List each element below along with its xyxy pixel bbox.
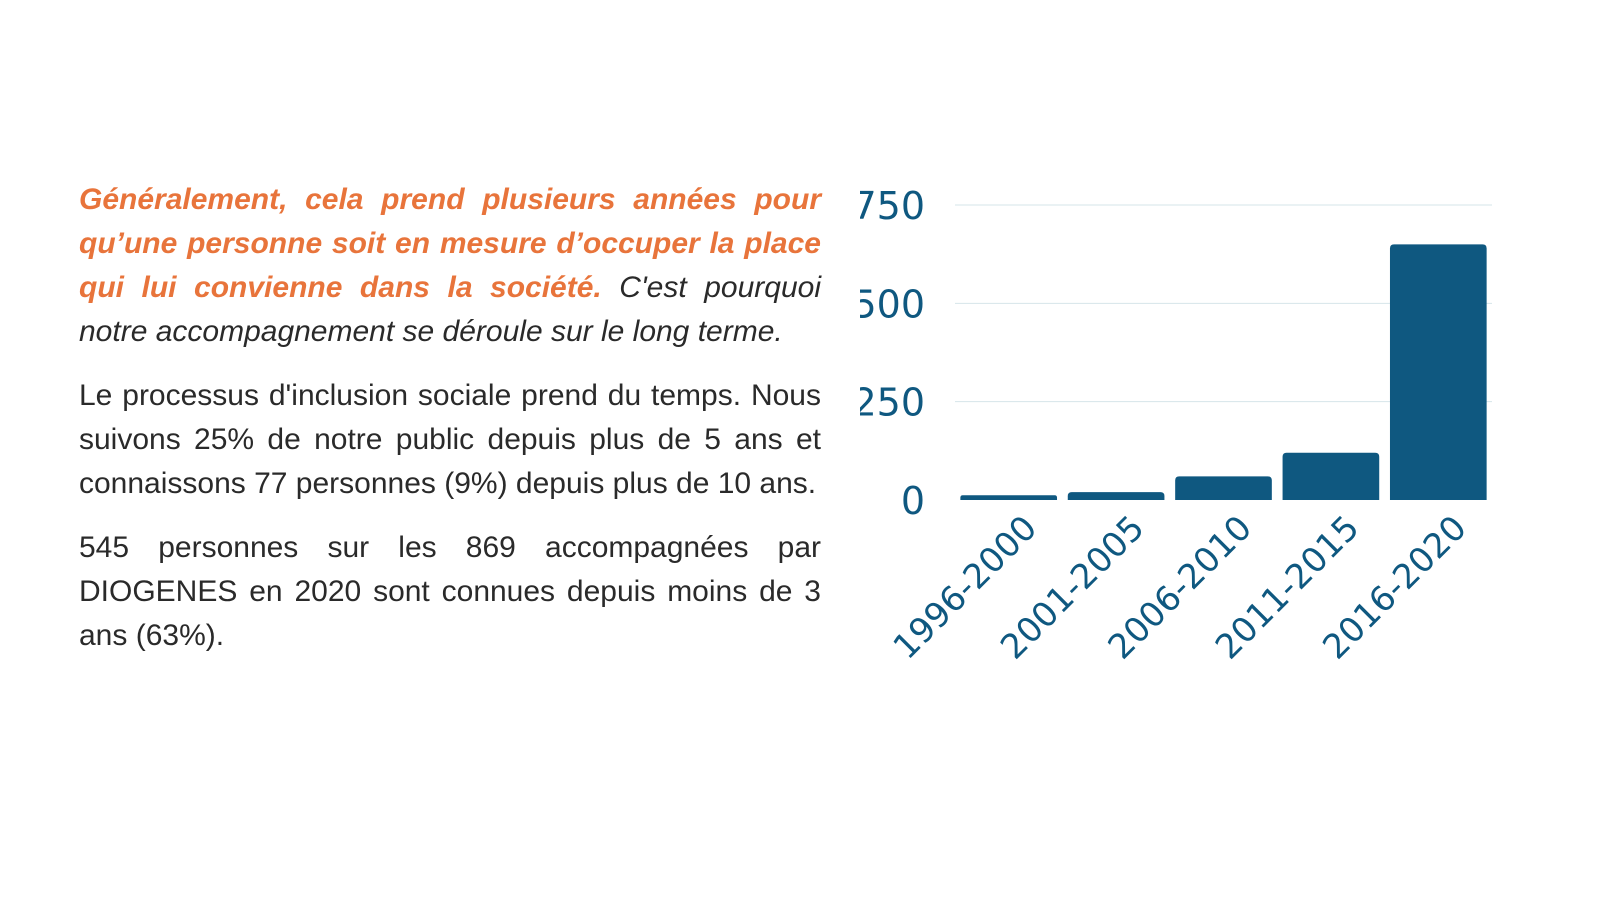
intro-continuation: C'est pourquoi notre accompagnement se d… xyxy=(79,271,821,348)
y-tick-label: 500 xyxy=(860,282,925,326)
bar xyxy=(1175,476,1272,500)
text-column: Généralement, cela prend plusieurs année… xyxy=(79,178,821,678)
y-tick-label: 750 xyxy=(860,184,925,228)
bar-chart-svg: 02505007501996-20002001-20052006-2010201… xyxy=(852,184,1492,667)
y-tick-label: 0 xyxy=(901,479,925,523)
paragraph-intro: Généralement, cela prend plusieurs année… xyxy=(79,178,821,354)
bar xyxy=(1282,452,1380,500)
paragraph-diogenes-2020: 545 personnes sur les 869 accompagnées p… xyxy=(79,531,821,652)
highlight-sentence: Généralement, cela prend plusieurs année… xyxy=(79,183,821,304)
bar xyxy=(960,495,1058,500)
bar-chart: 0 250 500 750 1996-2000 2001-2005 2006-2010 201… xyxy=(852,170,1560,740)
bar xyxy=(1389,244,1487,500)
paragraph-inclusion: Le processus d'inclusion sociale prend d… xyxy=(79,379,821,500)
y-tick-label: 250 xyxy=(860,381,925,425)
bar xyxy=(1067,492,1165,500)
